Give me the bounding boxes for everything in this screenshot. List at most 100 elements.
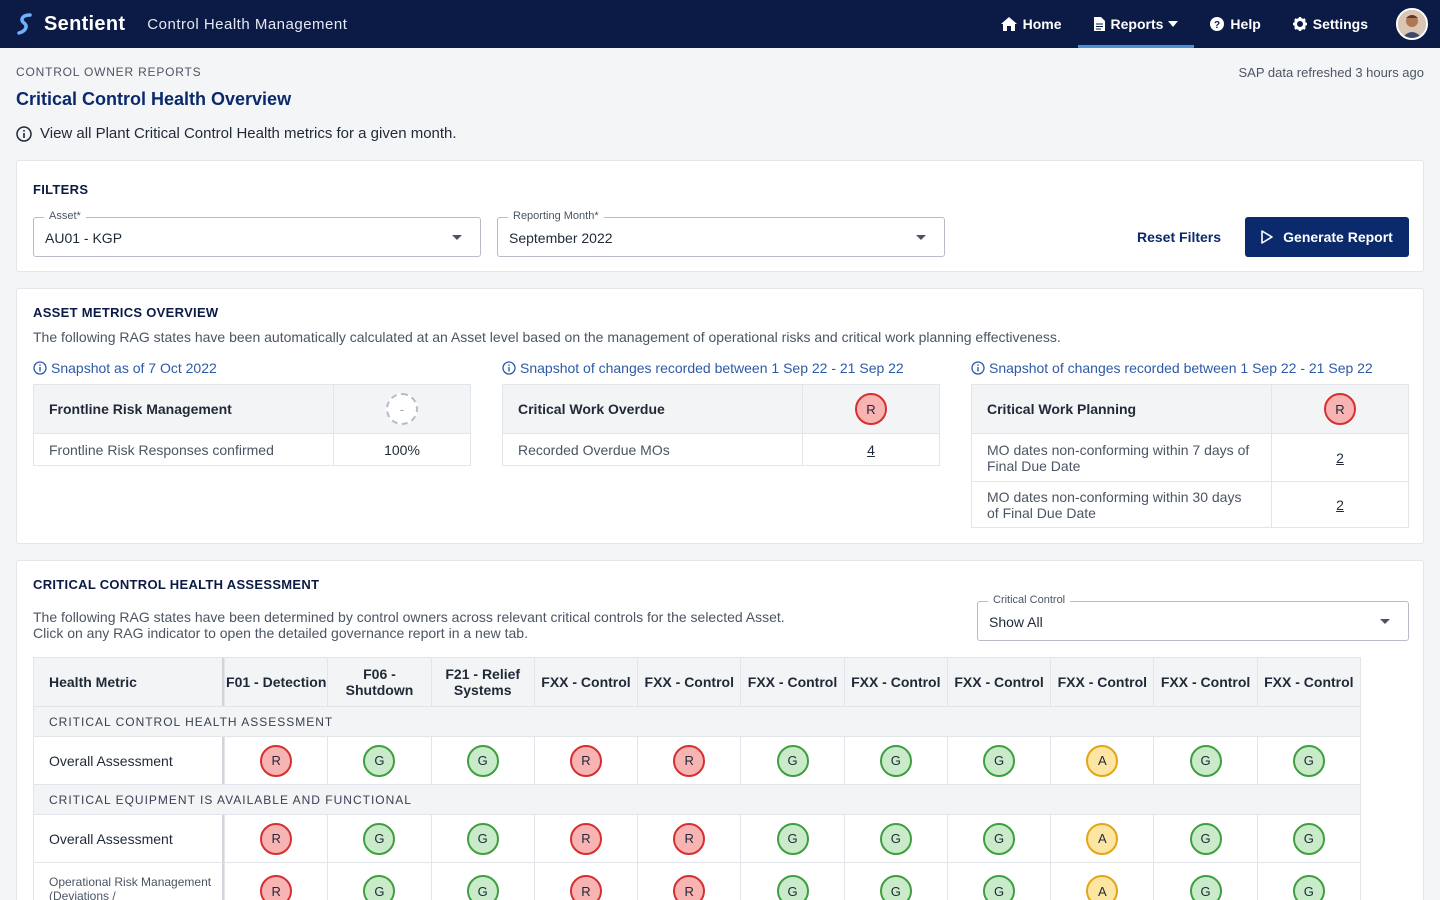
rag-cell: R: [224, 815, 327, 862]
asset-metrics-title: ASSET METRICS OVERVIEW: [33, 305, 219, 320]
rag-cell: G: [843, 737, 947, 784]
rag-indicator[interactable]: R: [673, 875, 706, 900]
rag-indicator-red[interactable]: R: [1324, 393, 1356, 425]
rag-indicator[interactable]: R: [569, 875, 602, 900]
health-metric-row: Overall Assessment R G G R R G G G A G G: [34, 814, 1360, 862]
health-metric-label: Overall Assessment: [34, 815, 225, 862]
rag-indicator[interactable]: G: [879, 744, 912, 777]
user-avatar[interactable]: [1396, 8, 1428, 40]
page-title: Critical Control Health Overview: [16, 89, 292, 109]
rag-indicator[interactable]: G: [1292, 822, 1325, 855]
rag-indicator-none[interactable]: -: [386, 393, 418, 425]
rag-indicator[interactable]: G: [1189, 744, 1222, 777]
info-icon: [33, 361, 47, 375]
rag-indicator[interactable]: G: [363, 744, 396, 777]
rag-cell: G: [946, 737, 1050, 784]
rag-indicator[interactable]: G: [1189, 822, 1222, 855]
generate-report-button[interactable]: Generate Report: [1245, 217, 1409, 257]
rag-indicator[interactable]: R: [569, 744, 602, 777]
mo-7-days-link-cell: 2: [1272, 434, 1408, 481]
health-metric-label: Overall Assessment: [34, 737, 225, 784]
nav-home-label: Home: [1022, 16, 1062, 32]
rag-indicator[interactable]: A: [1086, 875, 1119, 900]
rag-indicator[interactable]: G: [776, 822, 809, 855]
rag-indicator[interactable]: G: [983, 875, 1016, 900]
rag-indicator[interactable]: R: [569, 822, 602, 855]
rag-cell: G: [327, 863, 430, 900]
rag-indicator[interactable]: A: [1086, 744, 1119, 777]
gear-icon: [1292, 17, 1307, 31]
rag-indicator[interactable]: G: [1189, 875, 1222, 900]
critical-work-planning-header-row: Critical Work Planning R: [972, 385, 1408, 433]
rag-indicator[interactable]: G: [1292, 744, 1325, 777]
mo-30-days-link[interactable]: 2: [1336, 496, 1344, 513]
rag-indicator[interactable]: R: [673, 744, 706, 777]
rag-cell: G: [327, 815, 430, 862]
rag-indicator[interactable]: G: [466, 822, 499, 855]
rag-indicator[interactable]: G: [776, 875, 809, 900]
app-name: Control Health Management: [147, 15, 348, 33]
rag-indicator[interactable]: A: [1086, 822, 1119, 855]
asset-select[interactable]: Asset* AU01 - KGP: [33, 210, 481, 257]
recorded-overdue-link[interactable]: 4: [867, 441, 875, 458]
control-column-header: FXX - Control: [740, 658, 843, 706]
rag-cell: G: [430, 737, 534, 784]
nav-reports[interactable]: Reports: [1077, 0, 1195, 48]
nav-home[interactable]: Home: [985, 0, 1078, 48]
rag-indicator[interactable]: R: [260, 744, 293, 777]
health-assessment-title: CRITICAL CONTROL HEALTH ASSESSMENT: [33, 577, 320, 592]
rag-indicator[interactable]: G: [1292, 875, 1325, 900]
nav-settings[interactable]: Settings: [1277, 0, 1384, 48]
nav-settings-label: Settings: [1312, 16, 1368, 32]
critical-control-select[interactable]: Critical Control Show All: [977, 594, 1409, 641]
frontline-risk-header-row: Frontline Risk Management -: [34, 385, 470, 433]
rag-cell: G: [1256, 863, 1360, 900]
rag-indicator[interactable]: G: [466, 875, 499, 900]
rag-indicator[interactable]: G: [983, 744, 1016, 777]
rag-indicator[interactable]: G: [879, 822, 912, 855]
brand-logo[interactable]: Sentient: [16, 13, 125, 36]
health-metric-label: Operational Risk Management (Deviations …: [34, 863, 225, 900]
health-metric-table: Health Metric F01 - Detection F06 - Shutd…: [33, 657, 1361, 900]
control-column-header: F01 - Detection: [224, 658, 327, 706]
control-column-header: FXX - Control: [1256, 658, 1360, 706]
document-icon: [1093, 17, 1105, 31]
rag-indicator[interactable]: R: [673, 822, 706, 855]
rag-cell: R: [637, 815, 740, 862]
reset-filters-button[interactable]: Reset Filters: [1137, 229, 1222, 245]
critical-work-planning-table: Critical Work Planning R MO dates non-co…: [971, 384, 1409, 528]
rag-indicator-red[interactable]: R: [855, 393, 887, 425]
rag-indicator[interactable]: R: [260, 875, 293, 900]
sentient-logo-icon: [17, 13, 32, 35]
rag-indicator[interactable]: G: [363, 822, 396, 855]
rag-cell: G: [740, 863, 843, 900]
rag-indicator[interactable]: G: [879, 875, 912, 900]
reporting-month-select[interactable]: Reporting Month* September 2022: [497, 210, 945, 257]
top-navigation-bar: Sentient Control Health Management Home …: [0, 0, 1440, 48]
caret-down-icon: [452, 235, 462, 240]
recorded-overdue-link-cell: 4: [803, 434, 939, 465]
rag-indicator[interactable]: G: [363, 875, 396, 900]
nav-help[interactable]: ? Help: [1194, 0, 1276, 48]
rag-indicator[interactable]: R: [260, 822, 293, 855]
caret-down-icon: [1380, 619, 1390, 624]
rag-indicator[interactable]: G: [983, 822, 1016, 855]
rag-cell: G: [430, 815, 534, 862]
rag-cell: R: [533, 863, 637, 900]
control-column-header: FXX - Control: [1050, 658, 1153, 706]
rag-indicator[interactable]: G: [466, 744, 499, 777]
rag-cell: A: [1050, 863, 1153, 900]
page-description: View all Plant Critical Control Health m…: [16, 125, 457, 142]
health-metric-column-header: Health Metric: [34, 658, 225, 706]
rag-cell: G: [1256, 815, 1360, 862]
rag-cell: G: [843, 815, 947, 862]
mo-7-days-link[interactable]: 2: [1336, 449, 1344, 466]
section-header-row: CRITICAL CONTROL HEALTH ASSESSMENT: [34, 706, 1360, 736]
reporting-month-value: September 2022: [509, 230, 613, 246]
critical-work-overdue-table: Critical Work Overdue R Recorded Overdue…: [502, 384, 940, 466]
critical-work-overdue-heading: Critical Work Overdue: [503, 385, 803, 433]
rag-cell: G: [1153, 737, 1256, 784]
user-avatar-icon: [1398, 10, 1426, 38]
generate-report-label: Generate Report: [1283, 229, 1393, 245]
rag-indicator[interactable]: G: [776, 744, 809, 777]
